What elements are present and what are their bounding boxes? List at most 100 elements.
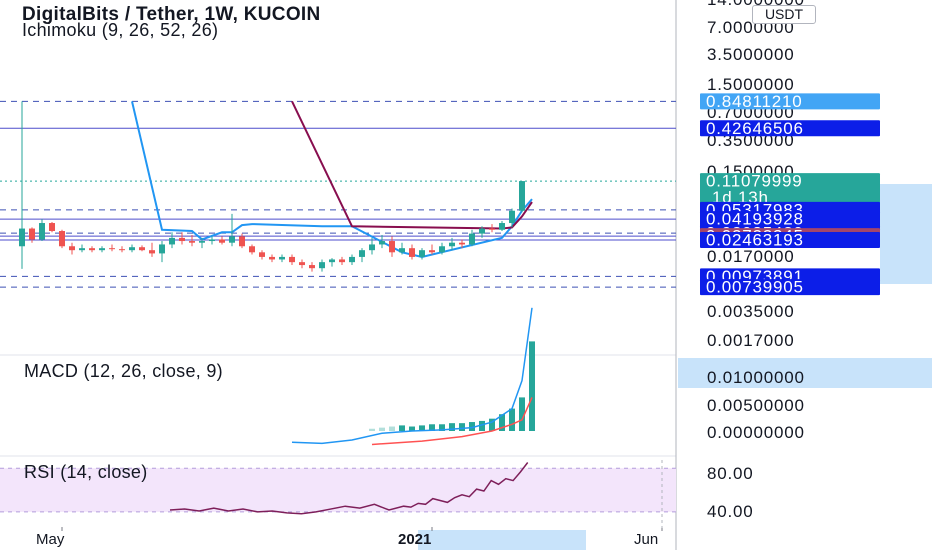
candle-body <box>269 256 275 260</box>
price-badge <box>700 93 880 110</box>
candle-body <box>49 223 55 232</box>
price-tick: 0.0035000 <box>707 302 795 321</box>
macd-bar <box>389 426 395 431</box>
macd-bar <box>509 408 515 431</box>
candle-body <box>149 250 155 254</box>
price-badge-label: 0.04193928 <box>706 210 804 229</box>
candle-body <box>339 259 345 263</box>
price-tick: 3.5000000 <box>707 45 795 64</box>
macd-bar <box>399 425 405 431</box>
candle-body <box>249 246 255 253</box>
candle-body <box>39 223 45 240</box>
macd-bar <box>409 426 415 431</box>
rsi-label: RSI (14, close) <box>24 462 148 482</box>
macd-tick: 0.00000000 <box>707 423 805 442</box>
candle-body <box>159 244 165 254</box>
candle-body <box>299 262 305 266</box>
currency-button[interactable]: USDT <box>752 5 816 24</box>
candle-body <box>209 239 215 242</box>
candle-body <box>469 233 475 245</box>
time-tick: May <box>36 531 65 548</box>
time-axis[interactable]: May 2021 Jun <box>36 460 663 548</box>
macd-bar <box>369 428 375 431</box>
candle-body <box>439 246 445 253</box>
macd-bar <box>529 341 535 431</box>
conversion-line <box>131 101 533 258</box>
candle-body <box>499 223 505 230</box>
candle-body <box>129 247 135 251</box>
candle-body <box>259 252 265 257</box>
price-tick: 0.0170000 <box>707 247 795 266</box>
candle-body <box>379 241 385 245</box>
candle-body <box>419 250 425 257</box>
macd-bar <box>479 420 485 431</box>
grid-layer <box>0 0 677 550</box>
rsi-tick: 40.00 <box>707 502 754 521</box>
candle-body <box>189 241 195 243</box>
candle-body <box>279 256 285 260</box>
candle-body <box>369 244 375 251</box>
price-badge-label: 0.00739905 <box>706 278 804 297</box>
candle-body <box>309 265 315 269</box>
candle-body <box>59 231 65 247</box>
candle-body <box>489 228 495 230</box>
macd-bar <box>519 397 525 431</box>
candle-body <box>509 210 515 224</box>
candle-body <box>329 259 335 263</box>
macd-bar <box>469 422 475 431</box>
base-line <box>291 100 533 230</box>
candle-body <box>359 250 365 257</box>
price-badge <box>700 211 880 228</box>
macd-label: MACD (12, 26, close, 9) <box>24 361 223 381</box>
rsi-tick: 80.00 <box>707 464 754 483</box>
time-axis-highlight <box>418 530 586 550</box>
price-badge-label: 0.84811210 <box>706 92 803 111</box>
axis-highlight <box>880 184 932 284</box>
price-tick: 0.0017000 <box>707 331 795 350</box>
candle-body <box>389 241 395 253</box>
horizontal-lines <box>0 100 676 288</box>
candle-body <box>119 249 125 251</box>
candle-body <box>219 239 225 243</box>
price-badge <box>700 232 880 249</box>
macd-bar <box>489 418 495 431</box>
candle-body <box>99 248 105 251</box>
candle-body <box>429 250 435 253</box>
price-badge <box>700 120 880 137</box>
candle-body <box>79 248 85 251</box>
candle-body <box>69 246 75 251</box>
price-badge-label: 0.42646506 <box>706 119 804 138</box>
candlestick-series[interactable] <box>19 101 525 272</box>
macd-line <box>291 307 533 445</box>
price-badge <box>700 279 880 296</box>
macd-tick: 0.00500000 <box>707 396 805 415</box>
time-tick: 2021 <box>398 531 431 548</box>
candle-body <box>519 181 525 211</box>
price-tick: 14.0000000 <box>707 0 805 9</box>
candle-body <box>19 228 25 247</box>
candle-body <box>169 237 175 245</box>
rsi-line <box>169 462 529 515</box>
candle-body <box>29 228 35 240</box>
price-axis[interactable]: 14.00000007.00000003.50000001.50000000.7… <box>707 0 805 521</box>
price-badge <box>700 173 880 210</box>
ichimoku-lines <box>131 100 533 258</box>
rsi-band <box>0 468 676 512</box>
rsi-series <box>169 462 529 515</box>
candle-body <box>319 262 325 269</box>
macd-bar <box>419 425 425 431</box>
candle-body <box>89 248 95 251</box>
price-tick: 1.5000000 <box>707 75 795 94</box>
candle-body <box>449 242 455 247</box>
candle-body <box>289 256 295 263</box>
macd-axis-highlight <box>678 358 932 388</box>
candle-body <box>229 236 235 243</box>
candle-body <box>139 247 145 251</box>
ichimoku-label: Ichimoku (9, 26, 52, 26) <box>22 20 219 40</box>
macd-series <box>291 307 535 446</box>
chart-title: DigitalBits / Tether, 1W, KUCOIN <box>22 4 321 25</box>
macd-bar <box>429 424 435 431</box>
time-tick: Jun <box>634 531 658 548</box>
